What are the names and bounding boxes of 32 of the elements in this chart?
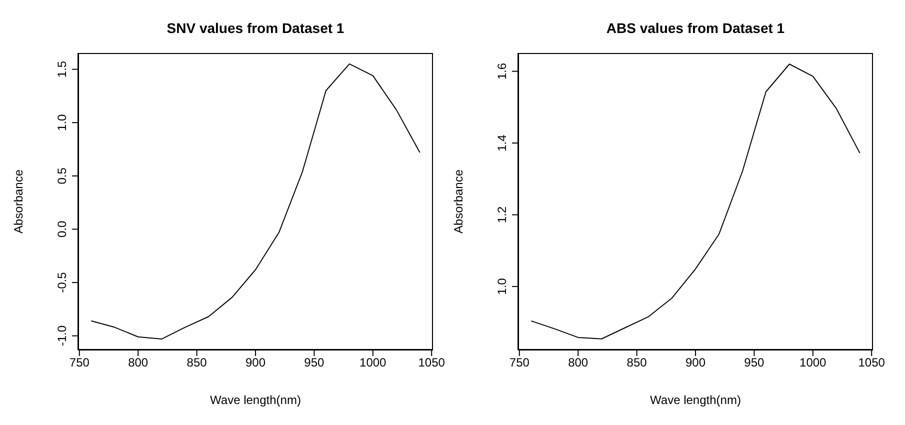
x-tick-label: 750 — [69, 356, 90, 370]
x-tick-label: 800 — [128, 356, 148, 370]
x-tick-label: 900 — [685, 356, 706, 370]
x-tick-label: 950 — [304, 356, 325, 370]
chart-title: ABS values from Dataset 1 — [605, 20, 786, 36]
y-tick-label: 1.0 — [55, 114, 69, 131]
y-tick-label: -1.0 — [55, 325, 69, 346]
x-tick-label: 800 — [568, 356, 588, 370]
x-tick-label: 850 — [626, 356, 648, 370]
line-series — [90, 63, 420, 340]
y-axis-title: Absorbance — [451, 169, 466, 234]
y-tick-label: -0.5 — [55, 272, 69, 293]
x-tick-label: 1050 — [418, 356, 446, 370]
y-tick-label: 0.5 — [55, 167, 69, 184]
x-tick-label: 900 — [245, 356, 266, 370]
x-tick-label: 1000 — [800, 356, 827, 370]
y-tick-label: 1.6 — [495, 62, 509, 80]
x-tick-label: 1050 — [858, 356, 886, 370]
x-tick-label: 850 — [186, 356, 208, 370]
x-tick-label: 1000 — [360, 356, 387, 370]
x-axis-title: Wave length(nm) — [650, 393, 741, 407]
x-tick-label: 750 — [509, 356, 530, 370]
y-tick-label: 1.0 — [495, 278, 509, 295]
y-tick-label: 1.4 — [495, 134, 509, 152]
y-tick-label: 1.5 — [55, 60, 69, 78]
chart-title: SNV values from Dataset 1 — [166, 20, 346, 36]
y-tick-label: 0.0 — [55, 220, 69, 238]
x-tick-label: 950 — [744, 356, 765, 370]
y-axis-title: Absorbance — [11, 169, 26, 234]
y-tick-label: 1.2 — [495, 206, 509, 224]
line-series — [530, 64, 860, 340]
x-axis-title: Wave length(nm) — [210, 393, 301, 407]
